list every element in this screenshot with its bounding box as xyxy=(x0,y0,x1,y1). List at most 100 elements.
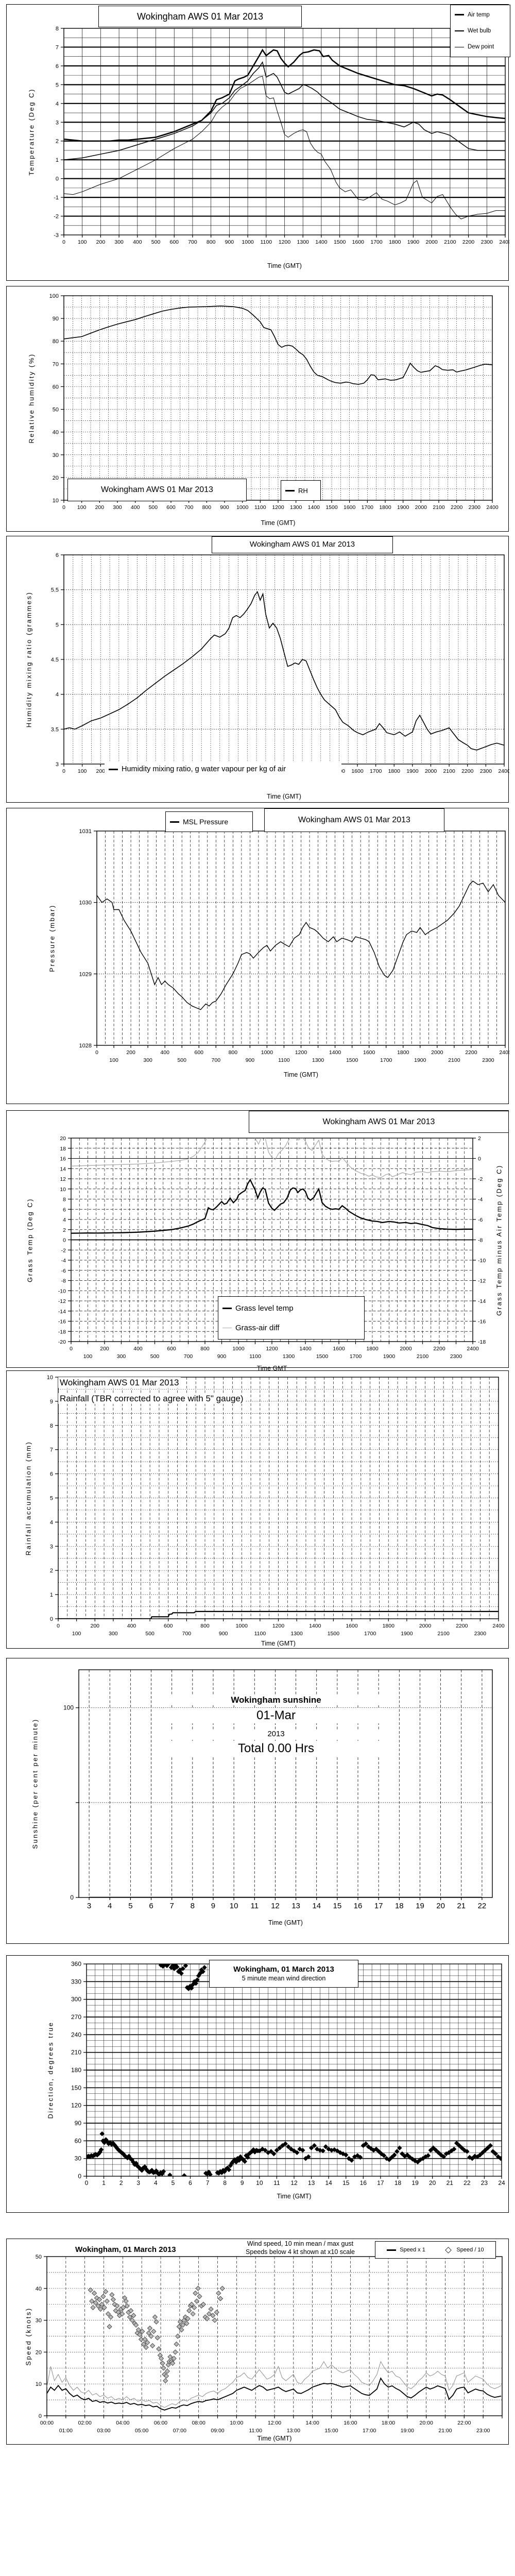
svg-text:18: 18 xyxy=(60,1146,66,1152)
svg-text:1100: 1100 xyxy=(254,504,266,511)
series-humidity-mixing-ratio xyxy=(64,591,504,751)
legend-line-sample-icon xyxy=(455,30,464,31)
svg-text:0: 0 xyxy=(50,1616,53,1622)
svg-text:2000: 2000 xyxy=(425,239,438,245)
svg-text:100: 100 xyxy=(83,1353,93,1360)
svg-text:210: 210 xyxy=(71,2049,81,2056)
svg-text:1800: 1800 xyxy=(366,1346,379,1352)
chart-title: Wokingham, 01 March 2013 xyxy=(74,2245,178,2255)
svg-text:700: 700 xyxy=(182,1631,192,1637)
svg-text:22: 22 xyxy=(464,2179,471,2187)
svg-text:2000: 2000 xyxy=(415,504,427,511)
chart-subtitle: Wind speed, 10 min mean / max gust Speeds… xyxy=(223,2240,377,2256)
svg-text:1200: 1200 xyxy=(272,1623,285,1629)
svg-text:700: 700 xyxy=(188,239,197,245)
svg-text:1900: 1900 xyxy=(397,504,409,511)
svg-text:2: 2 xyxy=(56,139,59,145)
svg-text:700: 700 xyxy=(184,1353,193,1360)
svg-text:1300: 1300 xyxy=(312,1057,324,1063)
svg-text:2300: 2300 xyxy=(480,768,492,774)
svg-text:1200: 1200 xyxy=(266,1346,278,1352)
svg-text:0: 0 xyxy=(95,1049,98,1056)
svg-text:8: 8 xyxy=(56,26,59,32)
svg-text:20:00: 20:00 xyxy=(420,2420,433,2426)
svg-text:300: 300 xyxy=(114,239,124,245)
svg-text:1900: 1900 xyxy=(406,768,419,774)
chart-panel-wind-direction: 0 30 60 90 120 150 180 210 240 270 300 330 360 0 1 2 3 4 5… xyxy=(6,1955,509,2213)
svg-text:8: 8 xyxy=(50,1423,53,1429)
legend-line-sample-icon xyxy=(455,14,464,16)
svg-text:2400: 2400 xyxy=(486,504,499,511)
svg-text:01:00: 01:00 xyxy=(59,2428,73,2434)
svg-text:1900: 1900 xyxy=(401,1631,413,1637)
svg-text:50: 50 xyxy=(53,407,59,413)
svg-text:4: 4 xyxy=(63,1217,66,1223)
svg-text:800: 800 xyxy=(207,239,216,245)
svg-text:1900: 1900 xyxy=(407,239,420,245)
msl-pressure-plot: 1028 1029 1030 1031 0 100 200 300 400 500 600 700 80… xyxy=(79,828,509,1063)
overlay-text: Wokingham AWS 01 Mar 2013 xyxy=(136,11,264,22)
svg-text:-16: -16 xyxy=(478,1319,486,1325)
svg-text:1500: 1500 xyxy=(346,1057,358,1063)
svg-text:-2: -2 xyxy=(61,1247,66,1253)
svg-text:10: 10 xyxy=(36,2381,42,2387)
svg-text:1700: 1700 xyxy=(350,1353,362,1360)
svg-text:700: 700 xyxy=(212,1057,221,1063)
legend-item: Humidity mixing ratio, g water vapour pe… xyxy=(109,765,337,773)
svg-text:-10: -10 xyxy=(478,1258,486,1264)
legend-item: Dew point xyxy=(455,44,506,50)
svg-text:16: 16 xyxy=(354,1902,363,1910)
svg-text:2100: 2100 xyxy=(417,1353,429,1360)
svg-text:500: 500 xyxy=(177,1057,186,1063)
svg-text:6: 6 xyxy=(63,1207,66,1213)
svg-text:-8: -8 xyxy=(478,1238,483,1244)
svg-text:5: 5 xyxy=(56,82,59,88)
svg-text:16:00: 16:00 xyxy=(344,2420,357,2426)
svg-text:200: 200 xyxy=(100,1346,109,1352)
temperature-plot: -3 -2 -1 0 1 2 3 4 5 6 7 8 0 100 200 300 400 500 600 700 800… xyxy=(54,26,509,245)
svg-text:1000: 1000 xyxy=(236,1623,248,1629)
chart-legend: RH xyxy=(281,480,321,501)
svg-text:12:00: 12:00 xyxy=(268,2420,281,2426)
svg-text:100: 100 xyxy=(78,239,87,245)
y-axis-label: Temperature (Deg C) xyxy=(27,88,36,176)
svg-text:2100: 2100 xyxy=(437,1631,450,1637)
svg-text:8: 8 xyxy=(63,1197,66,1203)
svg-text:90: 90 xyxy=(75,2120,82,2127)
svg-text:24: 24 xyxy=(498,2179,505,2187)
svg-text:5: 5 xyxy=(50,1496,53,1502)
rainfall-plot: 0123456789100100200300400500600700800900… xyxy=(47,1375,505,1637)
overlay-text: Wokingham AWS 01 Mar 2013 xyxy=(322,1117,435,1126)
chart-legend: Grass level temp Grass-air diff xyxy=(218,1296,365,1340)
svg-text:2400: 2400 xyxy=(492,1623,505,1629)
svg-text:0: 0 xyxy=(62,239,65,245)
svg-text:5: 5 xyxy=(128,1902,132,1910)
chart-title: Wokingham AWS 01 Mar 2013 xyxy=(212,536,393,553)
legend-line-sample-icon xyxy=(109,768,118,770)
chart-panel-grass-temp: -20 -18 -16 -14 -12 -10 -8 -6 -4 -2 0 2 4 6 8 10 12 14 16 1… xyxy=(6,1110,509,1372)
svg-text:330: 330 xyxy=(71,1978,81,1985)
svg-text:4: 4 xyxy=(108,1902,112,1910)
chart-subtitle: Rainfall (TBR corrected to agree with 5"… xyxy=(58,1393,245,1404)
x-axis-label: Time (GMT) xyxy=(268,1919,303,1926)
svg-text:0: 0 xyxy=(57,1623,60,1629)
svg-text:2000: 2000 xyxy=(431,1049,443,1056)
svg-text:06:00: 06:00 xyxy=(154,2420,167,2426)
svg-text:2300: 2300 xyxy=(469,504,481,511)
svg-text:100: 100 xyxy=(72,1631,81,1637)
svg-text:1400: 1400 xyxy=(309,1623,321,1629)
svg-text:600: 600 xyxy=(167,1346,176,1352)
legend-label: Wet bulb xyxy=(468,27,491,34)
overlay-text: Rainfall (TBR corrected to agree with 5"… xyxy=(60,1394,244,1403)
svg-text:-2: -2 xyxy=(478,1176,483,1182)
svg-text:400: 400 xyxy=(160,1049,169,1056)
svg-text:6: 6 xyxy=(50,1471,53,1478)
legend-line-sample-icon xyxy=(170,821,179,823)
y-axis-label: Sunshine (per cent per minute) xyxy=(31,1718,39,1849)
svg-text:1800: 1800 xyxy=(379,504,391,511)
svg-text:2: 2 xyxy=(63,1227,66,1233)
svg-text:60: 60 xyxy=(53,384,59,390)
svg-text:-2: -2 xyxy=(54,214,59,220)
svg-text:20: 20 xyxy=(436,1902,445,1910)
